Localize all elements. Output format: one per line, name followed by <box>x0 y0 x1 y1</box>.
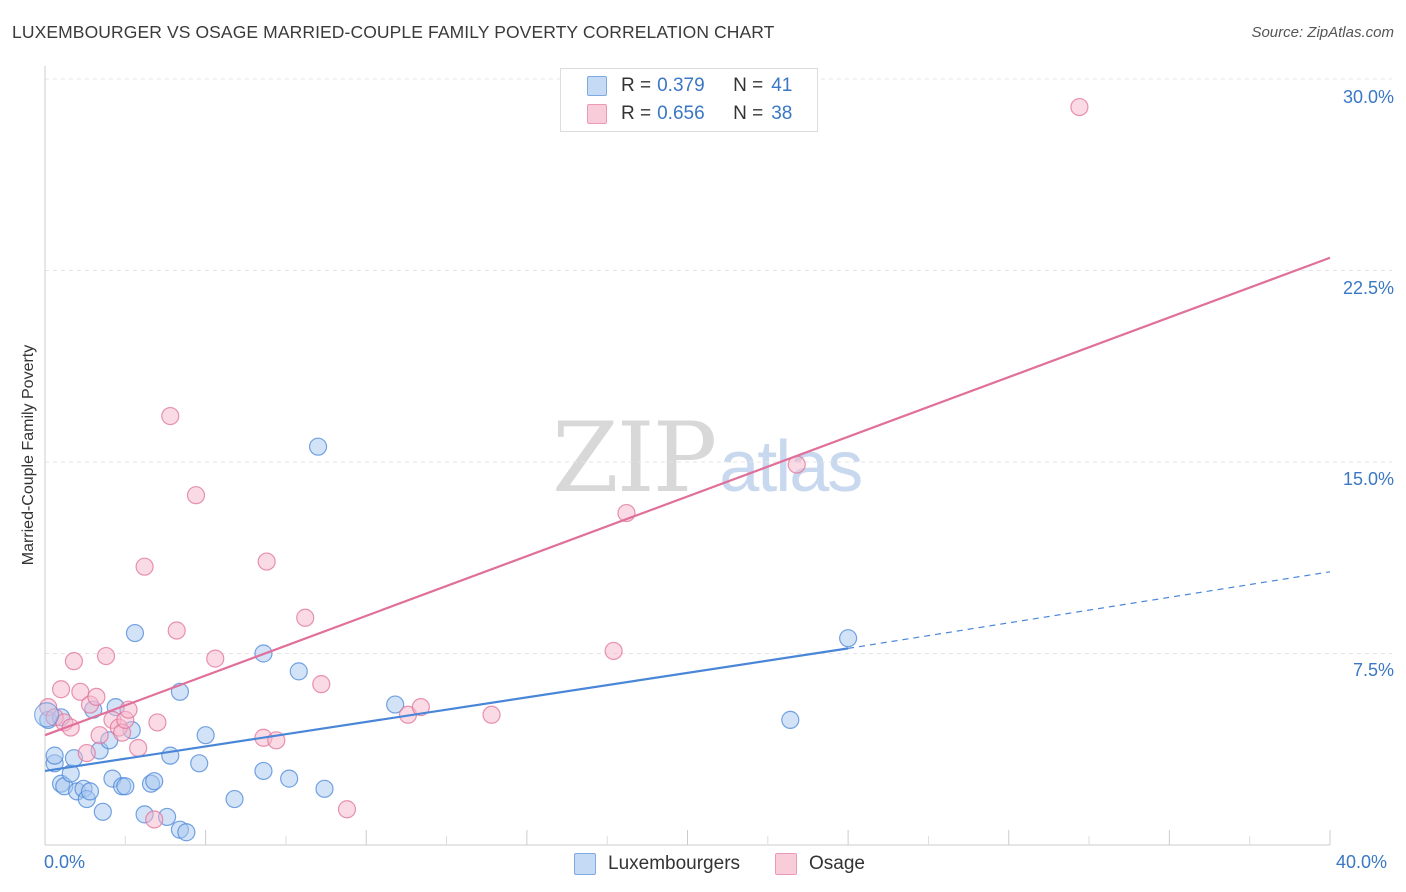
osage-point <box>411 698 430 717</box>
osage-point <box>135 557 154 576</box>
luxembourger-point <box>161 746 180 765</box>
bottom-legend-swatch-luxembourgers <box>574 853 596 875</box>
legend-r-label: R = <box>621 103 652 124</box>
legend-r-value: 0.379 <box>657 75 705 96</box>
osage-point <box>64 652 84 671</box>
legend-n-value: 41 <box>771 75 793 96</box>
bottom-legend-luxembourgers: Luxembourgers <box>574 852 740 876</box>
luxembourger-point <box>308 437 328 456</box>
osage-point <box>312 675 331 694</box>
osage-point <box>1070 97 1089 117</box>
luxembourger-point <box>386 695 405 714</box>
chart-title: LUXEMBOURGER VS OSAGE MARRIED-COUPLE FAM… <box>12 22 775 42</box>
luxembourger-point <box>93 802 112 821</box>
osage-point <box>148 713 167 732</box>
osage-point <box>71 682 90 701</box>
luxembourger-point <box>34 702 60 728</box>
y-tick-label: 7.5% <box>1352 660 1394 680</box>
bottom-legend-swatch-osage <box>775 853 797 875</box>
legend-row-luxembourgers: R = 0.379 N = 41 <box>587 74 792 98</box>
luxembourger-point <box>280 769 299 788</box>
x-tick-label-max: 40.0% <box>1336 852 1388 872</box>
legend-n-label: N = <box>733 75 764 96</box>
luxembourger-point <box>190 754 209 773</box>
y-tick-label: 22.5% <box>1342 278 1394 298</box>
legend-r-label: R = <box>621 75 652 96</box>
osage-point <box>87 687 106 707</box>
luxembourger-point <box>839 629 858 648</box>
osage-point <box>129 738 148 758</box>
osage-point <box>161 406 180 426</box>
luxembourger-point <box>125 623 145 643</box>
legend-swatch-osage <box>587 104 607 124</box>
osage-point <box>257 552 276 571</box>
legend-row-osage: R = 0.656 N = 38 <box>587 102 792 126</box>
luxembourger-point <box>116 777 135 796</box>
osage-point <box>90 726 109 745</box>
osage-point <box>145 810 164 829</box>
luxembourger-point <box>225 789 244 809</box>
osage-point <box>296 608 315 627</box>
legend-swatch-luxembourgers <box>587 76 607 96</box>
osage-point <box>77 743 96 763</box>
luxembourger-point <box>781 710 800 729</box>
source-credit: Source: ZipAtlas.com <box>1251 24 1394 41</box>
bottom-legend-label: Luxembourgers <box>608 853 741 874</box>
legend-n-label: N = <box>733 103 764 124</box>
osage-point <box>167 621 186 640</box>
bottom-legend-label: Osage <box>809 853 865 874</box>
osage-point <box>604 641 623 661</box>
bottom-legend-osage: Osage <box>775 852 865 876</box>
osage-point <box>337 800 357 819</box>
luxembourger-trend-extension <box>848 571 1331 649</box>
osage-point <box>51 680 71 699</box>
osage-point <box>482 705 501 724</box>
luxembourger-point <box>145 772 164 791</box>
osage-point <box>206 649 225 668</box>
luxembourger-trend-line <box>44 647 849 773</box>
x-tick-label-min: 0.0% <box>44 852 86 872</box>
luxembourger-point <box>196 726 215 745</box>
stats-legend: R = 0.379 N = 41 R = 0.656 N = 38 <box>560 68 818 132</box>
luxembourger-point <box>289 662 308 681</box>
legend-n-value: 38 <box>771 103 793 124</box>
legend-r-value: 0.656 <box>657 103 705 124</box>
osage-point <box>96 646 116 666</box>
luxembourger-point <box>315 779 334 798</box>
luxembourger-point <box>80 782 100 801</box>
luxembourger-point <box>254 761 273 781</box>
y-tick-label: 15.0% <box>1342 469 1394 489</box>
osage-trend-line <box>44 256 1331 737</box>
y-tick-label: 30.0% <box>1342 87 1394 107</box>
luxembourger-point <box>45 746 64 765</box>
osage-point <box>186 486 206 505</box>
luxembourger-point <box>177 823 196 842</box>
